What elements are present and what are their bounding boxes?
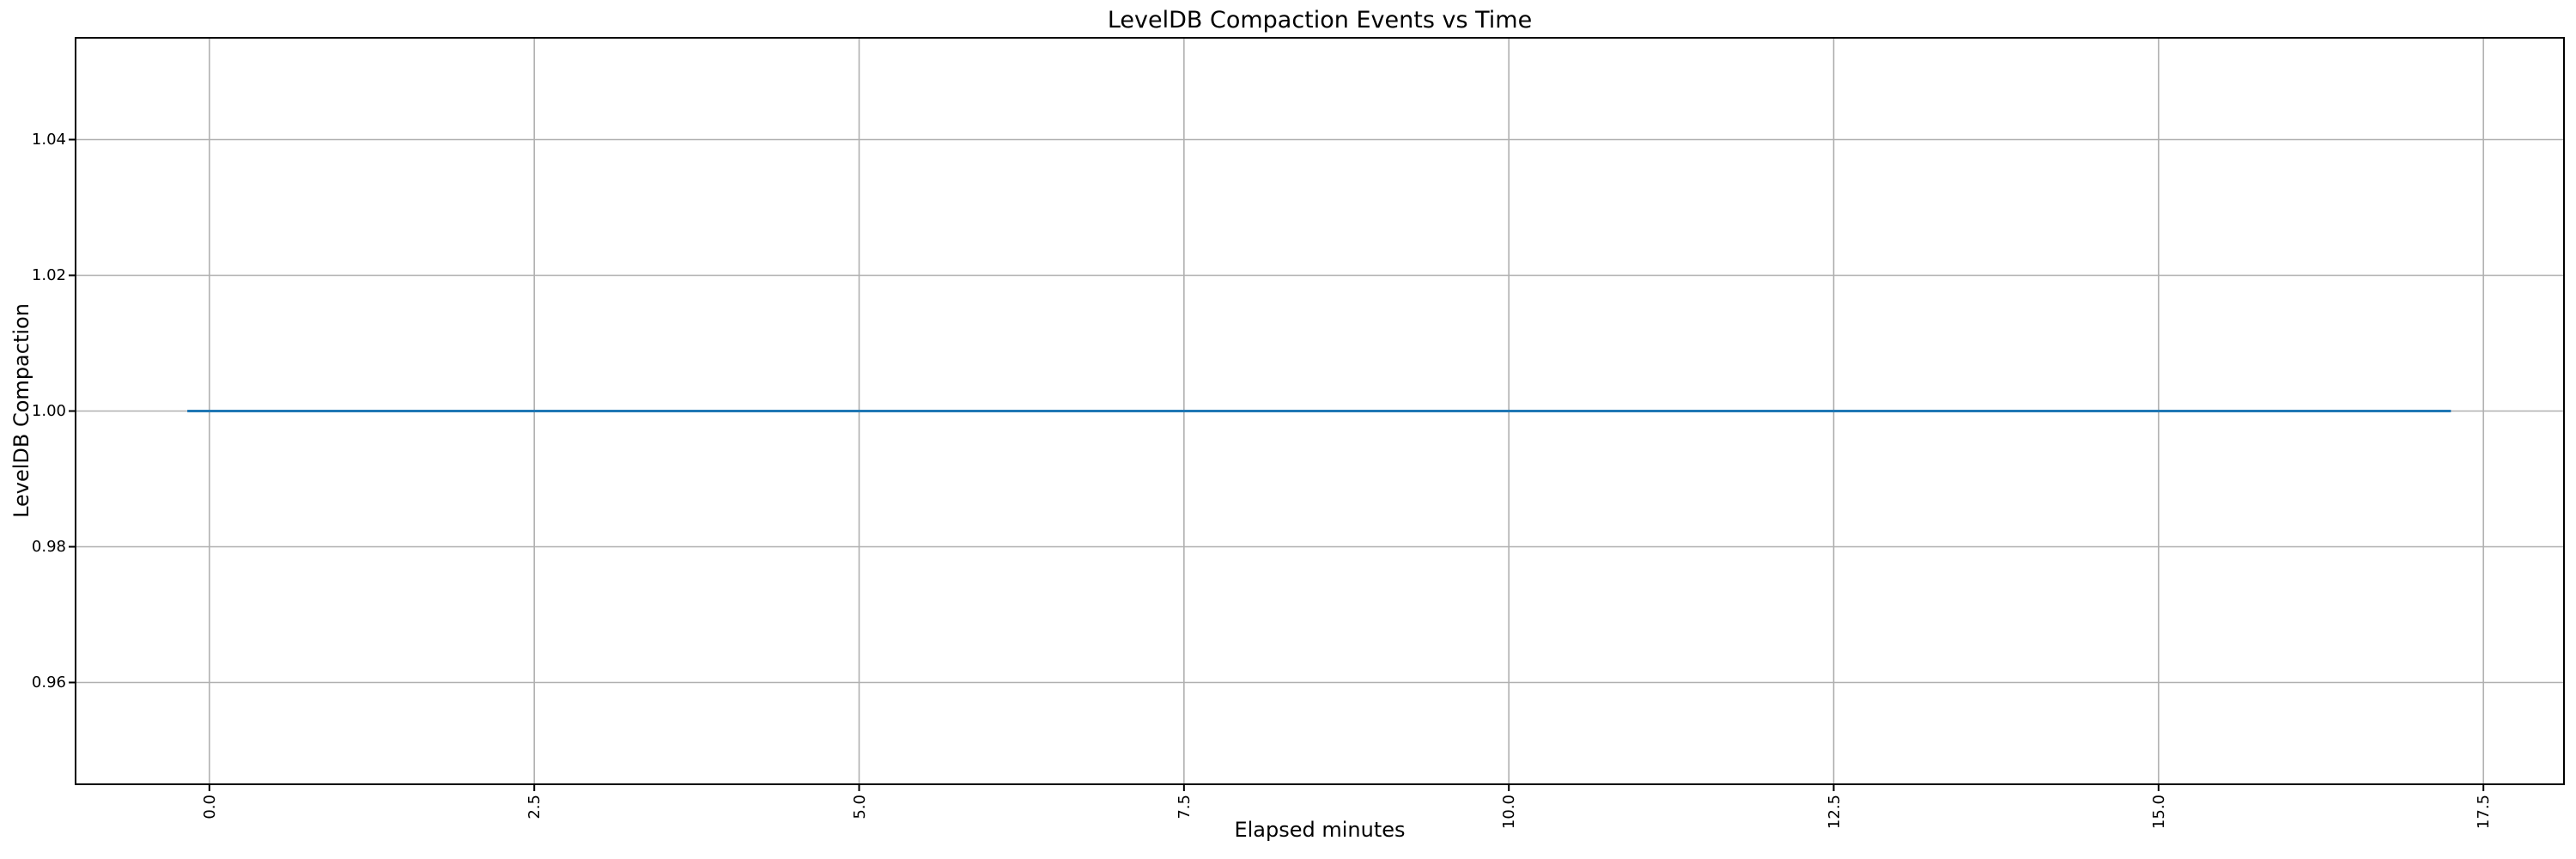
x-tick-label: 2.5 [526,795,544,819]
chart-title: LevelDB Compaction Events vs Time [1107,7,1533,34]
x-tick-label: 17.5 [2475,795,2494,830]
y-tick-label: 0.96 [31,673,66,691]
y-tick-label: 1.04 [31,130,66,149]
x-tick-label: 10.0 [1500,795,1519,830]
x-tick-label: 15.0 [2149,795,2168,830]
x-tick-label: 7.5 [1175,795,1194,819]
y-tick-label: 1.00 [31,401,66,420]
x-axis-label: Elapsed minutes [1234,818,1406,842]
x-tick-label: 12.5 [1825,795,1844,830]
y-tick-label: 1.02 [31,265,66,284]
x-tick-label: 5.0 [850,795,869,819]
plot-spines [75,37,2565,785]
x-tick-label: 0.0 [200,795,219,819]
y-tick-label: 0.98 [31,537,66,556]
